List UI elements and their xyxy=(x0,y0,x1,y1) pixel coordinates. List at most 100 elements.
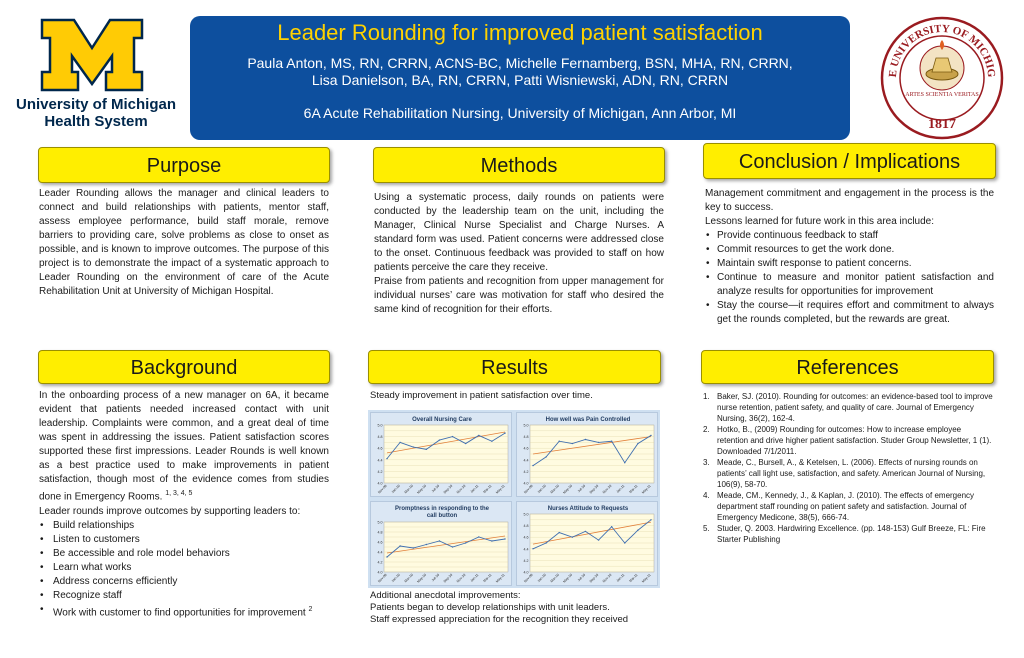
x-tick-label: May-10 xyxy=(562,573,573,584)
list-item: Learn what works xyxy=(39,561,329,575)
data-point xyxy=(451,546,454,548)
y-tick-label: 4.0 xyxy=(524,482,529,486)
y-tick-label: 4.2 xyxy=(378,470,383,474)
citation-superscript: 2 xyxy=(308,606,313,614)
list-item: Be accessible and role model behaviors xyxy=(39,547,329,561)
list-item: Recognize staff xyxy=(39,589,329,603)
anecdotal-item: Staff expressed appreciation for the rec… xyxy=(370,614,629,625)
trend-line xyxy=(532,521,652,545)
background-text: In the onboarding process of a new manag… xyxy=(39,389,329,621)
data-point xyxy=(571,442,574,445)
y-tick-label: 4.4 xyxy=(524,458,529,462)
data-point xyxy=(438,540,441,542)
conclusion-para-2: Lessons learned for future work in this … xyxy=(705,216,935,227)
logo-line-1: University of Michigan xyxy=(15,96,177,113)
data-point xyxy=(545,542,547,544)
y-tick-label: 4.0 xyxy=(378,571,383,575)
data-point xyxy=(504,538,506,540)
x-tick-label: Jan-10 xyxy=(537,573,547,583)
x-tick-label: May-10 xyxy=(562,484,573,495)
list-item: Build relationships xyxy=(39,519,329,533)
purpose-heading: Purpose xyxy=(38,147,330,183)
x-tick-label: Jul-10 xyxy=(577,484,586,493)
x-tick-label: Jan-10 xyxy=(391,484,401,494)
x-tick-label: Jan-10 xyxy=(391,573,401,583)
y-tick-label: 4.4 xyxy=(378,551,383,555)
reference-item: 4. Meade, CM., Kennedy, J., & Kaplan, J. … xyxy=(703,491,975,522)
chart-title: How well was Pain Controlled xyxy=(546,417,631,423)
data-point xyxy=(597,441,600,444)
series-line xyxy=(386,536,506,558)
chart-nurses-attitude: Nurses Attitude to Requests 4.0 4.2 4.4 4.6 4… xyxy=(516,501,658,586)
data-point xyxy=(584,438,587,441)
x-tick-label: Jan-11 xyxy=(469,484,479,494)
data-point xyxy=(451,435,454,438)
data-point xyxy=(478,536,480,538)
logo-line-2: Health System xyxy=(44,113,148,130)
trend-line xyxy=(386,431,506,454)
purpose-text: Leader Rounding allows the manager and c… xyxy=(39,188,329,297)
conclusion-text: Management commitment and engagement in … xyxy=(705,187,994,327)
x-tick-label: Nov-09 xyxy=(377,573,388,584)
list-item: Provide continuous feedback to staff xyxy=(705,229,994,243)
affiliation: 6A Acute Rehabilitation Nursing, Univers… xyxy=(303,105,737,121)
citation-superscript: 1, 3, 4, 5 xyxy=(165,490,193,497)
data-point xyxy=(571,536,574,538)
x-tick-label: Jan-10 xyxy=(537,484,547,494)
x-tick-label: Mar-11 xyxy=(628,573,638,583)
authors-line-1: Paula Anton, MS, RN, CRRN, ACNS-BC, Mich… xyxy=(247,55,793,71)
chart-title: Nurses Attitude to Requests xyxy=(548,506,629,512)
results-intro: Steady improvement in patient satisfacti… xyxy=(370,390,593,401)
seal-motto: ARTES SCIENTIA VERITAS xyxy=(905,92,978,98)
data-point xyxy=(624,542,626,544)
data-point xyxy=(624,462,626,464)
y-tick-label: 4.6 xyxy=(378,541,383,545)
x-tick-label: Jan-11 xyxy=(469,573,479,583)
data-point xyxy=(425,543,428,546)
data-point xyxy=(412,547,414,549)
results-heading: Results xyxy=(368,350,661,384)
methods-heading: Methods xyxy=(373,147,665,183)
author-list: Paula Anton, MS, RN, CRRN, ACNS-BC, Mich… xyxy=(190,55,850,89)
y-tick-label: 4.2 xyxy=(524,559,529,563)
data-point xyxy=(412,446,414,448)
chart-overall-nursing-care: Overall Nursing Care 4.0 4.2 4.4 4.6 4.8 5.0 No… xyxy=(370,412,512,497)
list-item: Maintain swift response to patient conce… xyxy=(705,257,994,271)
authors-line-2: Lisa Danielson, BA, RN, CRRN, Patti Wisn… xyxy=(311,72,729,88)
university-seal: THE UNIVERSITY OF MICHIGAN ARTES SCIENTI… xyxy=(880,16,1004,140)
series-line xyxy=(532,435,652,466)
x-tick-label: Mar-10 xyxy=(549,573,560,584)
x-tick-label: Mar-11 xyxy=(482,573,492,583)
y-tick-label: 4.6 xyxy=(378,447,383,451)
data-point xyxy=(637,529,639,531)
x-tick-label: Jan-11 xyxy=(615,573,625,583)
poster-title: Leader Rounding for improved patient sat… xyxy=(277,20,763,45)
x-tick-label: Mar-10 xyxy=(403,573,414,584)
chart-title: call button xyxy=(427,513,458,519)
list-item-text: Work with customer to find opportunities… xyxy=(53,607,306,619)
x-tick-label: May-10 xyxy=(416,484,427,495)
data-point xyxy=(558,531,560,534)
x-tick-label: Nov-10 xyxy=(456,484,467,495)
data-point xyxy=(425,448,428,451)
data-point xyxy=(491,540,493,542)
data-point xyxy=(386,457,388,460)
data-point xyxy=(584,530,587,533)
anecdotal-improvements: Additional anecdotal improvements: Patie… xyxy=(370,590,662,626)
seal-year: 1817 xyxy=(928,117,956,132)
x-tick-label: Nov-10 xyxy=(602,484,613,495)
background-bullets: Build relationships Listen to customers … xyxy=(39,519,329,620)
reference-text: Studer, Q. 2003. Hardwiring Excellence. … xyxy=(717,524,986,544)
block-m-logo xyxy=(40,18,144,92)
x-tick-label: Nov-10 xyxy=(456,573,467,584)
data-point xyxy=(650,434,652,437)
anecdotal-item: Patients began to develop relationships … xyxy=(370,602,610,613)
chart-pain-controlled: How well was Pain Controlled 4.0 4.2 4.4 4.6… xyxy=(516,412,658,497)
results-chart-grid: Overall Nursing Care 4.0 4.2 4.4 4.6 4.8 5.0 No… xyxy=(368,410,660,588)
references-heading: References xyxy=(701,350,994,384)
data-point xyxy=(504,432,506,434)
series-line xyxy=(386,432,506,459)
list-item: Continue to measure and monitor patient … xyxy=(705,271,994,299)
data-point xyxy=(386,556,388,558)
x-tick-label: Nov-09 xyxy=(523,484,534,495)
